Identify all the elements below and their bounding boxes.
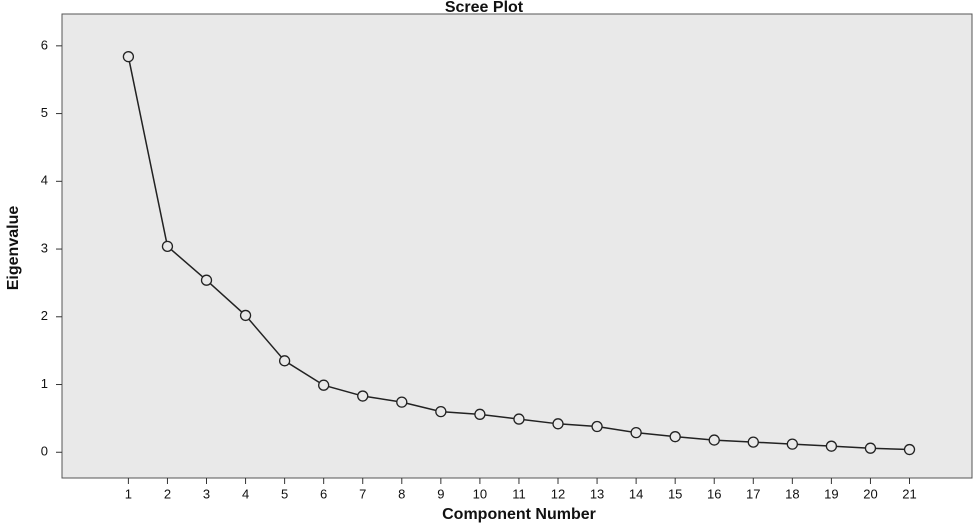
x-axis-label: Component Number: [442, 506, 596, 523]
marker: [239, 309, 252, 322]
y-tick-label: 6: [41, 37, 48, 52]
x-tick-label: 2: [164, 486, 171, 501]
x-tick-label: 3: [203, 486, 210, 501]
x-tick-label: 6: [320, 486, 327, 501]
x-tick-label: 16: [707, 486, 721, 501]
x-tick-label: 17: [746, 486, 760, 501]
x-tick-label: 10: [473, 486, 487, 501]
x-tick-label: 1: [125, 486, 132, 501]
y-tick-label: 5: [41, 105, 48, 120]
marker: [435, 405, 447, 418]
y-tick-label: 1: [41, 376, 48, 391]
marker: [161, 240, 174, 252]
marker: [786, 438, 798, 450]
x-tick-label: 19: [824, 486, 838, 501]
x-tick-label: 8: [398, 486, 405, 501]
marker: [630, 426, 642, 439]
marker: [200, 274, 213, 286]
marker: [396, 396, 408, 408]
marker: [357, 390, 369, 402]
chart-title: Scree Plot: [445, 0, 524, 16]
x-tick-label: 20: [863, 486, 877, 501]
y-tick-label: 4: [41, 173, 48, 188]
marker: [474, 408, 486, 420]
marker: [747, 436, 759, 448]
marker: [278, 355, 291, 367]
marker: [513, 413, 525, 425]
x-tick-label: 11: [512, 486, 526, 501]
x-tick-label: 12: [551, 486, 565, 501]
y-axis-label: Eigenvalue: [5, 206, 22, 291]
marker: [122, 51, 135, 63]
x-tick-label: 14: [629, 486, 643, 501]
y-tick-label: 3: [41, 240, 48, 255]
marker: [903, 443, 916, 456]
y-tick-label: 2: [41, 308, 48, 323]
marker: [552, 418, 564, 430]
marker: [864, 442, 877, 454]
marker: [825, 440, 838, 452]
x-tick-label: 13: [590, 486, 604, 501]
x-tick-label: 4: [242, 486, 249, 501]
x-tick-label: 18: [785, 486, 799, 501]
y-tick-label: 0: [41, 444, 48, 459]
x-tick-label: 21: [902, 486, 916, 501]
marker: [318, 379, 330, 391]
plot-area: [61, 13, 973, 479]
x-tick-label: 9: [437, 486, 444, 501]
x-tick-label: 15: [668, 486, 682, 501]
marker: [708, 434, 720, 446]
x-tick-label: 5: [281, 486, 288, 501]
x-tick-label: 7: [359, 486, 366, 501]
marker: [669, 431, 681, 443]
marker: [591, 420, 603, 433]
